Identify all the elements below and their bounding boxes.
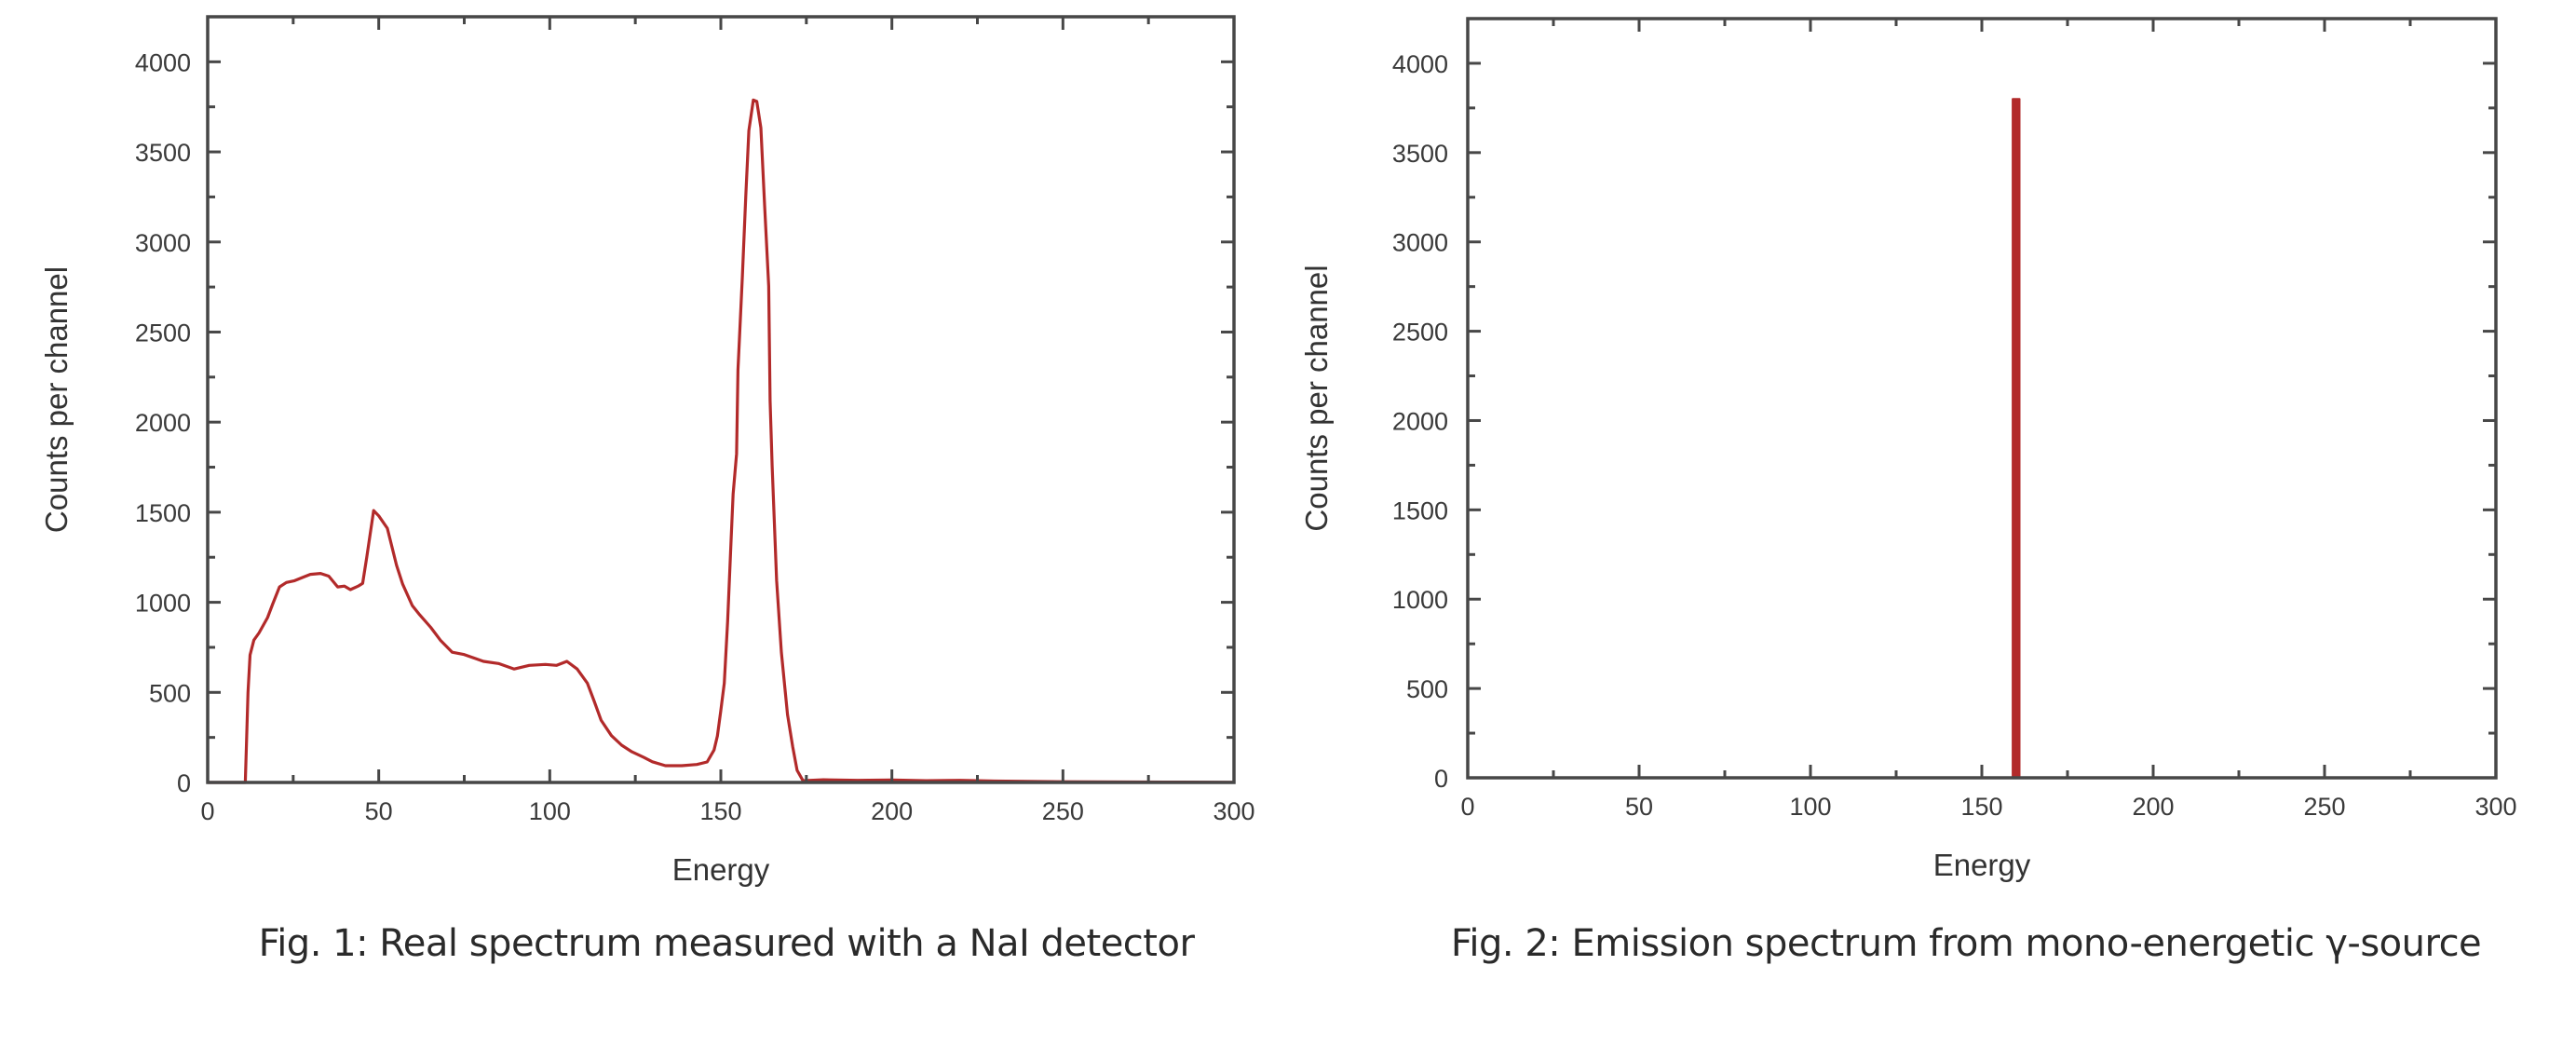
- x-tick-label: 100: [529, 797, 571, 825]
- y-axis-label: Counts per channel: [39, 266, 74, 533]
- plot-frame: [1466, 17, 2498, 780]
- y-axis-label: Counts per channel: [1299, 265, 1334, 531]
- x-tick-label: 300: [2474, 793, 2516, 821]
- y-tick-label: 0: [1434, 765, 1448, 793]
- figure-1: 0 50 100 150 200 250 300 0 500 1000 1500 2000 2500 30…: [39, 15, 1255, 965]
- x-tick-label: 250: [1042, 797, 1084, 825]
- x-tick-label: 0: [1460, 793, 1474, 821]
- x-tick-label: 150: [1960, 793, 2002, 821]
- y-tick-label: 3500: [135, 139, 191, 167]
- x-tick-label: 150: [699, 797, 741, 825]
- chart-nai-spectrum: 0 50 100 150 200 250 3000500100015002000250030…: [39, 15, 1255, 887]
- x-tick-label: 200: [2132, 793, 2174, 821]
- y-tick-label: 1000: [1392, 586, 1448, 614]
- x-tick-label: 100: [1789, 793, 1831, 821]
- y-tick-label: 4000: [135, 48, 191, 76]
- x-axis-label: Energy: [672, 852, 770, 887]
- y-tick-label: 3000: [135, 229, 191, 257]
- emission-line-series: [1468, 98, 2496, 779]
- x-tick-label: 200: [871, 797, 913, 825]
- y-tick-label: 2000: [135, 409, 191, 437]
- y-tick-label: 0: [177, 769, 191, 797]
- x-tick-label: 50: [1625, 793, 1653, 821]
- chart-emission-spectrum: 0 50 100 150 200 250 3000500100015002000250030…: [1299, 17, 2517, 882]
- y-tick-label: 4000: [1392, 50, 1448, 78]
- y-tick-label: 2500: [1392, 319, 1448, 347]
- y-tick-label: 1000: [135, 590, 191, 618]
- y-tick-label: 2500: [135, 319, 191, 347]
- x-axis-label: Energy: [1933, 848, 2031, 882]
- y-tick-label: 500: [1406, 675, 1448, 703]
- x-tick-label: 300: [1213, 797, 1254, 825]
- plot-frame: [206, 15, 1236, 784]
- y-tick-label: 3000: [1392, 229, 1448, 257]
- x-tick-label: 0: [200, 797, 214, 825]
- y-tick-label: 1500: [1392, 496, 1448, 524]
- x-tick-label: 250: [2303, 793, 2345, 821]
- x-tick-label: 50: [365, 797, 393, 825]
- figure-2-caption: Fig. 2: Emission spectrum from mono-ener…: [1450, 922, 2482, 965]
- y-tick-label: 1500: [135, 499, 191, 527]
- y-tick-label: 2000: [1392, 407, 1448, 435]
- y-tick-label: 3500: [1392, 140, 1448, 168]
- figure-1-caption: Fig. 1: Real spectrum measured with a Na…: [258, 922, 1195, 965]
- spectrum-series: [208, 98, 1235, 784]
- figure-2: 0 50 100 150 200 250 300 0 500 1000 1500 2000 2500 30…: [1288, 0, 2576, 1047]
- y-tick-label: 500: [149, 679, 191, 707]
